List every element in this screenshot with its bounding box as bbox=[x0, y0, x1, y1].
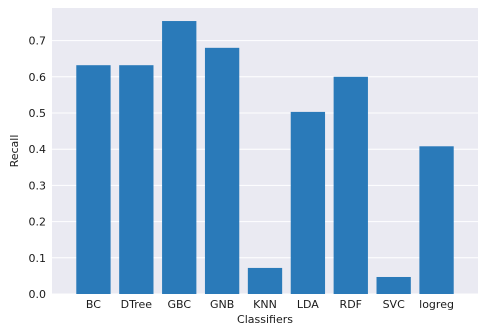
bar-GBC bbox=[162, 21, 197, 295]
y-tick-label: 0.2 bbox=[29, 216, 47, 229]
y-tick-label: 0.3 bbox=[29, 179, 47, 192]
bar-DTree bbox=[119, 65, 154, 294]
x-tick-label: GBC bbox=[167, 298, 191, 311]
y-tick-label: 0.6 bbox=[29, 71, 47, 84]
y-tick-label: 0.1 bbox=[29, 252, 47, 265]
y-tick-label: 0.5 bbox=[29, 107, 47, 120]
bar-SVC bbox=[376, 276, 411, 294]
x-tick-label: SVC bbox=[383, 298, 406, 311]
x-tick-label: LDA bbox=[297, 298, 319, 311]
y-tick-label: 0.4 bbox=[29, 143, 47, 156]
x-tick-label: KNN bbox=[253, 298, 277, 311]
bar-RDF bbox=[333, 76, 368, 294]
x-axis-label: Classifiers bbox=[237, 313, 293, 326]
plot-area bbox=[52, 8, 478, 294]
x-tick-labels: BC DTree GBC GNB KNN LDA RDF SVC logreg bbox=[86, 298, 454, 311]
x-tick-label: GNB bbox=[210, 298, 234, 311]
bar-KNN bbox=[247, 267, 283, 294]
bar-logreg bbox=[419, 146, 454, 294]
y-tick-label: 0.0 bbox=[29, 288, 47, 301]
y-tick-labels: 0.0 0.1 0.2 0.3 0.4 0.5 0.6 0.7 bbox=[29, 35, 47, 301]
bar-GNB bbox=[204, 47, 240, 294]
bars bbox=[76, 21, 454, 295]
y-axis-label: Recall bbox=[8, 135, 21, 168]
y-tick-label: 0.7 bbox=[29, 35, 47, 48]
x-tick-label: DTree bbox=[121, 298, 153, 311]
x-tick-label: logreg bbox=[419, 298, 454, 311]
x-tick-label: BC bbox=[86, 298, 101, 311]
bar-LDA bbox=[290, 111, 326, 294]
x-tick-label: RDF bbox=[340, 298, 362, 311]
bar-BC bbox=[76, 65, 111, 294]
